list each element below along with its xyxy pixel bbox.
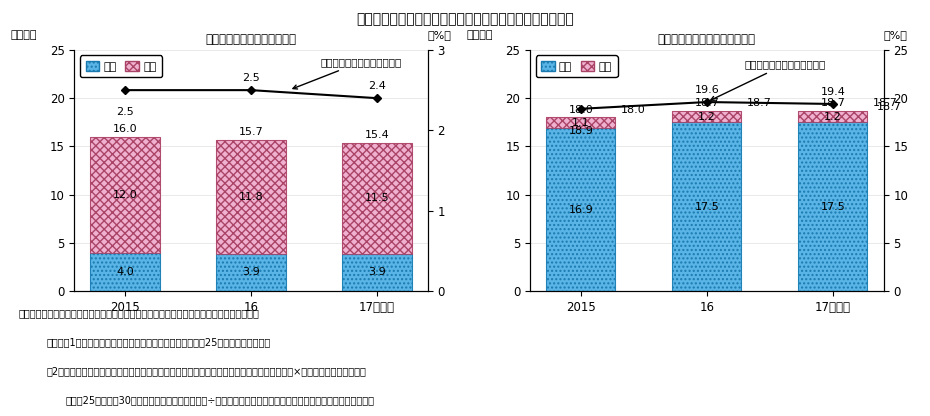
Bar [217,140,286,254]
Text: 1.1: 1.1 [572,118,590,128]
Text: 19.4: 19.4 [820,87,845,97]
Text: 15.7: 15.7 [239,127,263,137]
Text: 16.0: 16.0 [113,124,138,134]
Text: 18.0: 18.0 [568,104,593,114]
Text: （%）: （%） [884,30,908,40]
Text: 12.0: 12.0 [113,190,138,200]
Text: 16.9: 16.9 [568,205,593,215]
Bar [798,122,868,291]
Bar [546,128,616,291]
Text: （千人）: （千人） [11,30,37,40]
Text: 19.6: 19.6 [695,85,719,95]
Text: 18.7: 18.7 [747,98,772,108]
Bar [90,253,160,291]
Bar [90,253,160,291]
Bar [342,143,412,254]
Bar [546,128,616,291]
Bar [798,111,868,122]
Text: 資料出所　文部科学省「学校基本統計」をもとに厉生労働省労働政策担当参事官室にて推計: 資料出所 文部科学省「学校基本統計」をもとに厉生労働省労働政策担当参事官室にて推… [19,308,259,318]
Text: 1.2: 1.2 [824,111,842,121]
Legend: 通学, 通信: 通学, 通信 [536,55,618,77]
Bar [342,254,412,291]
Text: 2）大学（大学院）通信教育の社会人入学者数は「大学（大学院）通信教育の総入学者数」×「大学（大学院）通信教: 2）大学（大学院）通信教育の社会人入学者数は「大学（大学院）通信教育の総入学者数… [46,366,366,376]
Text: 17.5: 17.5 [820,202,845,212]
Text: 11.8: 11.8 [239,192,263,202]
Text: 2.5: 2.5 [116,107,134,117]
Text: 社会人学生の割合（右目盛）: 社会人学生の割合（右目盛） [711,59,826,100]
Bar [217,140,286,254]
Text: 2.4: 2.4 [368,81,386,91]
Bar [217,254,286,291]
Text: 1.2: 1.2 [698,111,716,121]
Bar [546,117,616,128]
Bar [342,143,412,254]
Text: 18.7: 18.7 [695,98,719,108]
Text: （%）: （%） [428,30,452,40]
Text: 18.7: 18.7 [820,98,845,108]
Bar [672,122,741,291]
Text: 18.0: 18.0 [621,104,645,114]
Title: 大学の社会人入学者数の推移: 大学の社会人入学者数の推移 [206,33,297,46]
Text: 15.4: 15.4 [365,130,390,140]
Text: 17.5: 17.5 [695,202,719,212]
Bar [342,254,412,291]
Text: 3.9: 3.9 [242,267,260,277]
Text: （千人）: （千人） [467,30,493,40]
Bar [217,254,286,291]
Text: 3.9: 3.9 [368,267,386,277]
Text: 2.5: 2.5 [242,73,260,83]
Bar [798,122,868,291]
Bar [798,111,868,122]
Text: 18.9: 18.9 [568,126,593,136]
Bar [672,122,741,291]
Text: 育の25歳以上（30歳以上）の者の在学者総数」÷「大学（大学院）通信教育の在学者総数」により推計した。: 育の25歳以上（30歳以上）の者の在学者総数」÷「大学（大学院）通信教育の在学者… [65,395,374,405]
Text: 18.7: 18.7 [877,102,902,112]
Text: 18.7: 18.7 [873,98,898,108]
Legend: 通学, 通信: 通学, 通信 [80,55,162,77]
Bar [90,137,160,253]
Text: 付２－４）－８図　大学・大学院の社会人入学者数の推移: 付２－４）－８図 大学・大学院の社会人入学者数の推移 [356,12,574,27]
Text: 11.5: 11.5 [365,193,390,203]
Bar [546,117,616,128]
Title: 大学院の社会人入学者数の推移: 大学院の社会人入学者数の推移 [658,33,756,46]
Text: 社会人学生の割合（右目盛）: 社会人学生の割合（右目盛） [293,57,402,89]
Text: 4.0: 4.0 [116,267,134,277]
Bar [672,111,741,122]
Bar [90,137,160,253]
Bar [672,111,741,122]
Text: （注）　1）大学（通学）の社会人入学者は、入学者のうっ25歳以上の者とした。: （注） 1）大学（通学）の社会人入学者は、入学者のうっ25歳以上の者とした。 [46,337,271,347]
